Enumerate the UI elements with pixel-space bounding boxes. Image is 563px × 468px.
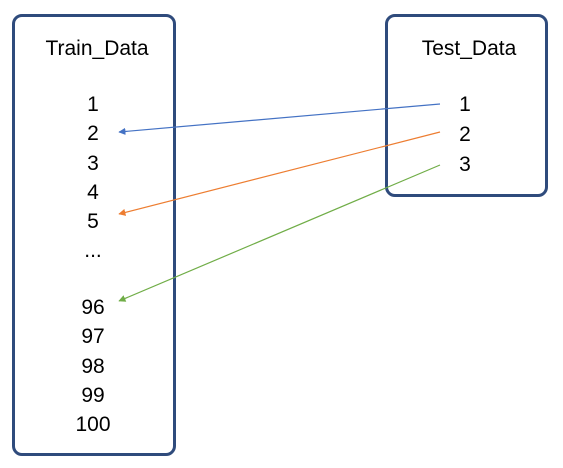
train-data-box <box>12 14 176 456</box>
arrow-test2-to-train5 <box>118 131 441 216</box>
test-item-3: 3 <box>459 153 471 176</box>
train-item-100: 100 <box>75 413 111 436</box>
test-item-1: 1 <box>459 93 471 116</box>
train-item-4: 4 <box>87 181 99 204</box>
arrow-test1-to-train2 <box>118 103 441 136</box>
train-item-5: 5 <box>87 210 99 233</box>
train-item-99: 99 <box>81 384 105 407</box>
train-ellipsis: ... <box>84 239 102 262</box>
train-item-3: 3 <box>87 152 99 175</box>
train-data-title: Train_Data <box>45 37 149 60</box>
train-item-1: 1 <box>87 93 99 116</box>
test-item-2: 2 <box>459 123 471 146</box>
test-data-title: Test_Data <box>421 37 517 60</box>
test-data-box <box>385 14 548 197</box>
train-item-2: 2 <box>87 122 99 145</box>
train-item-96: 96 <box>81 296 105 319</box>
arrow-test3-to-train96 <box>118 164 441 302</box>
train-item-98: 98 <box>81 355 105 378</box>
train-item-97: 97 <box>81 325 105 348</box>
